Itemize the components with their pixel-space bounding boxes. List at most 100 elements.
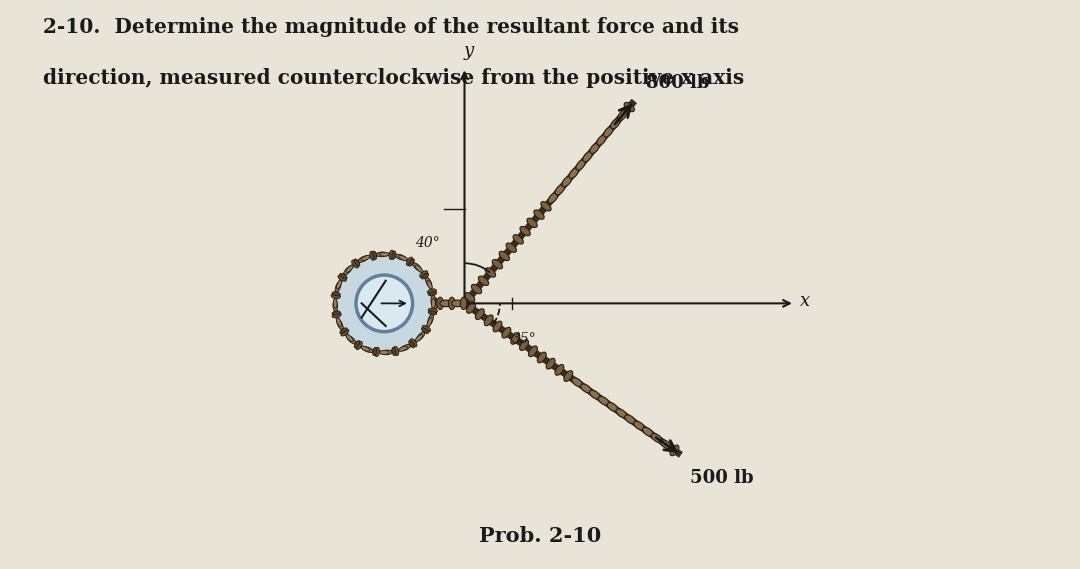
Ellipse shape <box>354 259 360 266</box>
Ellipse shape <box>347 336 355 344</box>
Ellipse shape <box>337 318 341 327</box>
Ellipse shape <box>507 243 516 252</box>
Text: Prob. 2-10: Prob. 2-10 <box>478 526 602 546</box>
Ellipse shape <box>376 252 388 257</box>
Ellipse shape <box>499 251 510 261</box>
Ellipse shape <box>332 311 340 315</box>
Circle shape <box>356 275 413 332</box>
Ellipse shape <box>346 265 353 273</box>
Ellipse shape <box>460 297 467 310</box>
Ellipse shape <box>464 292 475 302</box>
Ellipse shape <box>431 297 437 310</box>
Ellipse shape <box>428 315 433 325</box>
Ellipse shape <box>492 259 502 269</box>
Ellipse shape <box>610 118 620 129</box>
Ellipse shape <box>651 434 662 443</box>
Ellipse shape <box>333 300 338 311</box>
Ellipse shape <box>670 445 679 456</box>
Ellipse shape <box>400 344 410 351</box>
Ellipse shape <box>392 347 396 356</box>
Ellipse shape <box>420 271 428 278</box>
Ellipse shape <box>332 292 340 296</box>
Ellipse shape <box>408 259 415 266</box>
Ellipse shape <box>416 265 422 273</box>
Ellipse shape <box>590 390 600 399</box>
Ellipse shape <box>660 440 671 448</box>
Ellipse shape <box>576 160 585 170</box>
Ellipse shape <box>431 295 435 307</box>
Ellipse shape <box>429 292 436 296</box>
Ellipse shape <box>555 184 565 195</box>
Ellipse shape <box>555 365 564 375</box>
Ellipse shape <box>597 135 606 145</box>
Ellipse shape <box>618 110 627 121</box>
Ellipse shape <box>373 251 377 259</box>
Ellipse shape <box>607 403 618 411</box>
Ellipse shape <box>634 421 645 430</box>
Ellipse shape <box>361 346 370 351</box>
Ellipse shape <box>379 351 389 354</box>
Ellipse shape <box>519 226 530 236</box>
Ellipse shape <box>519 340 528 351</box>
Ellipse shape <box>448 297 455 310</box>
Ellipse shape <box>359 256 368 262</box>
Ellipse shape <box>399 346 407 351</box>
Ellipse shape <box>426 277 432 287</box>
Ellipse shape <box>625 415 636 424</box>
Ellipse shape <box>428 308 437 313</box>
Ellipse shape <box>494 321 502 332</box>
Ellipse shape <box>549 193 557 203</box>
Text: x: x <box>799 292 810 311</box>
Ellipse shape <box>427 318 432 327</box>
Ellipse shape <box>334 299 337 308</box>
Ellipse shape <box>534 210 544 219</box>
Ellipse shape <box>432 299 435 308</box>
Ellipse shape <box>361 255 370 261</box>
Text: 800 lb: 800 lb <box>646 73 710 92</box>
Ellipse shape <box>352 260 359 268</box>
Ellipse shape <box>590 143 599 154</box>
Ellipse shape <box>379 253 389 256</box>
Ellipse shape <box>338 275 347 281</box>
Ellipse shape <box>484 315 494 325</box>
Ellipse shape <box>416 335 422 341</box>
Ellipse shape <box>392 251 396 259</box>
Ellipse shape <box>369 251 375 261</box>
Ellipse shape <box>335 282 341 292</box>
Text: 2-10.  Determine the magnitude of the resultant force and its: 2-10. Determine the magnitude of the res… <box>43 17 739 37</box>
Text: y: y <box>464 42 474 60</box>
Ellipse shape <box>340 273 347 279</box>
Ellipse shape <box>643 427 653 436</box>
Ellipse shape <box>421 328 429 333</box>
Text: 35°: 35° <box>512 332 537 346</box>
Ellipse shape <box>340 328 347 333</box>
Ellipse shape <box>421 273 429 279</box>
Ellipse shape <box>571 378 582 387</box>
Ellipse shape <box>393 347 399 356</box>
Ellipse shape <box>332 294 340 299</box>
Ellipse shape <box>332 313 341 318</box>
Ellipse shape <box>399 255 407 261</box>
Ellipse shape <box>343 266 352 275</box>
Circle shape <box>335 254 433 352</box>
Ellipse shape <box>363 347 374 353</box>
Ellipse shape <box>511 333 519 344</box>
Ellipse shape <box>528 346 538 357</box>
Ellipse shape <box>478 276 488 286</box>
Ellipse shape <box>406 257 413 266</box>
Ellipse shape <box>527 218 537 228</box>
Ellipse shape <box>546 358 555 369</box>
Ellipse shape <box>381 350 392 354</box>
Ellipse shape <box>562 176 571 187</box>
Ellipse shape <box>485 268 496 277</box>
Ellipse shape <box>356 341 362 350</box>
Ellipse shape <box>337 319 343 329</box>
Ellipse shape <box>475 309 484 319</box>
Ellipse shape <box>395 254 406 260</box>
Ellipse shape <box>451 300 463 307</box>
Ellipse shape <box>624 102 634 112</box>
Ellipse shape <box>354 340 360 348</box>
Ellipse shape <box>428 289 436 294</box>
Ellipse shape <box>616 409 626 418</box>
Ellipse shape <box>410 339 417 347</box>
